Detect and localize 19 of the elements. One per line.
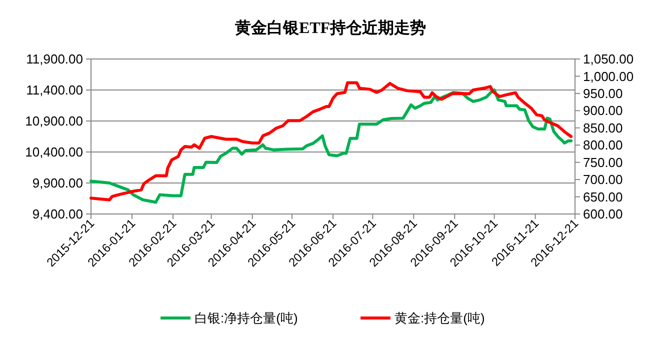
- legend-label: 黄金:持仓量(吨): [394, 310, 485, 326]
- y-tick-label: 10,900.00: [25, 114, 83, 129]
- y-tick-label: 11,900.00: [26, 52, 83, 67]
- y-tick-label: 9,400.00: [32, 206, 83, 222]
- chart-title: 黄金白银ETF持仓近期走势: [234, 19, 426, 37]
- y2-tick-label: 800.00: [583, 138, 623, 153]
- y2-tick-label: 650.00: [583, 189, 623, 204]
- y2-tick-label: 850.00: [583, 120, 623, 136]
- legend-label: 白银:净持仓量(吨): [194, 310, 298, 326]
- y2-tick-label: 900.00: [583, 103, 623, 118]
- y-tick-label: 9,900.00: [32, 176, 83, 191]
- y2-tick-label: 600.00: [583, 206, 623, 222]
- y2-tick-label: 1,050.00: [583, 52, 634, 67]
- y2-tick-label: 950.00: [583, 86, 623, 101]
- y-tick-label: 10,400.00: [25, 144, 83, 160]
- y2-tick-label: 750.00: [583, 154, 623, 170]
- y2-tick-label: 1,000.00: [583, 68, 634, 84]
- y-tick-label: 11,400.00: [26, 82, 83, 98]
- y2-tick-label: 700.00: [583, 172, 623, 188]
